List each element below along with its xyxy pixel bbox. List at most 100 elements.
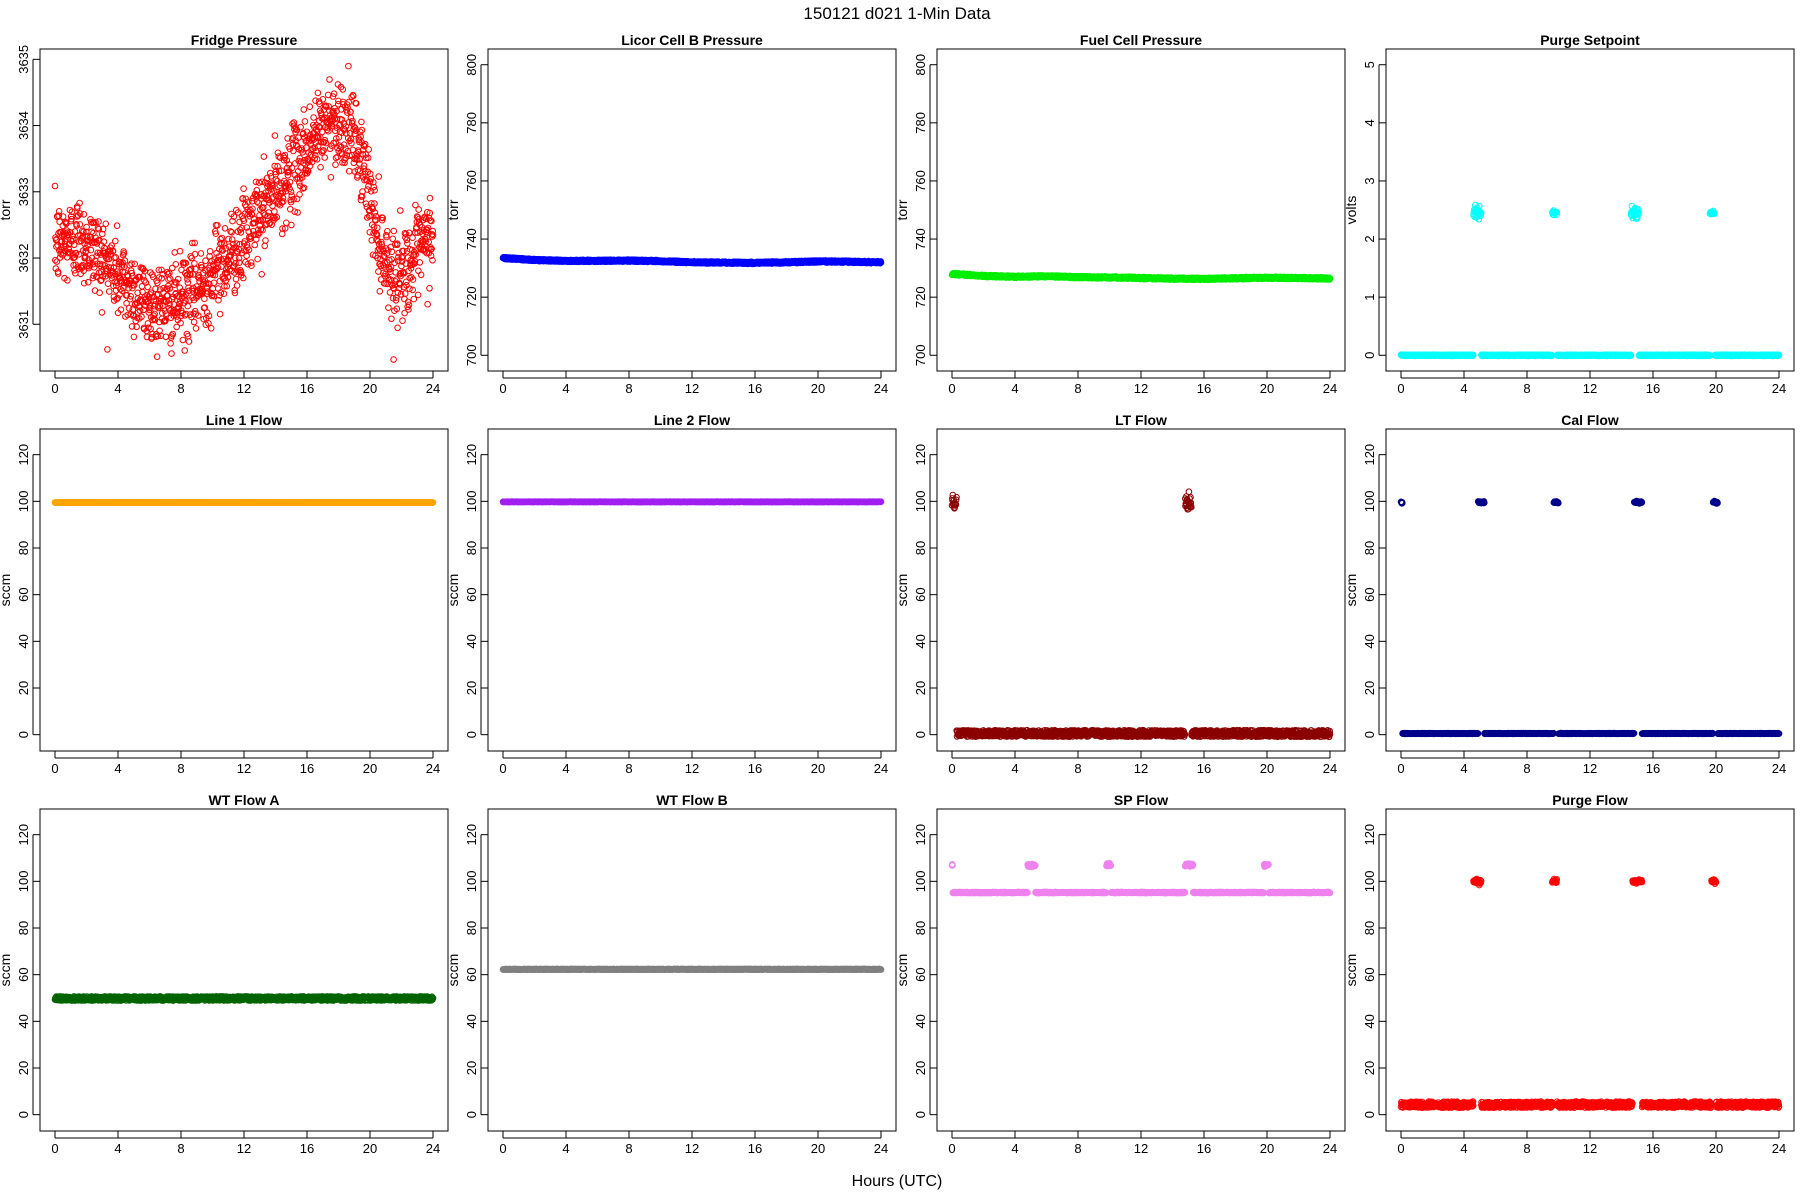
- y-axis-label: volts: [1343, 196, 1359, 225]
- data-point: [346, 63, 352, 69]
- data-point: [215, 286, 221, 292]
- data-point: [366, 147, 372, 153]
- y-tick-label: 3635: [16, 45, 31, 74]
- x-tick-label: 12: [237, 381, 251, 396]
- data-point: [170, 331, 176, 337]
- data-point: [287, 179, 293, 185]
- data-point: [297, 192, 303, 198]
- x-tick-label: 16: [748, 381, 762, 396]
- data-point: [386, 305, 392, 311]
- data-point: [391, 228, 397, 234]
- x-tick-label: 24: [426, 381, 440, 396]
- y-tick-label: 1: [1362, 294, 1377, 301]
- data-point: [359, 119, 365, 125]
- panel-title: Fuel Cell Pressure: [1080, 32, 1202, 48]
- data-point: [172, 250, 178, 256]
- y-axis-label: torr: [445, 199, 461, 220]
- data-point: [113, 238, 119, 244]
- data-point: [262, 243, 268, 249]
- data-point: [315, 90, 321, 96]
- data-point: [222, 226, 228, 232]
- x-tick-label: 8: [177, 381, 184, 396]
- data-point: [105, 281, 111, 287]
- x-tick-label: 20: [363, 381, 377, 396]
- x-tick-label: 20: [1260, 381, 1274, 396]
- panel-title: Fridge Pressure: [191, 32, 298, 48]
- x-tick-label: 12: [1583, 381, 1597, 396]
- data-point: [391, 357, 397, 363]
- data-point: [261, 154, 267, 160]
- y-tick-label: 740: [464, 228, 479, 250]
- page-title: 150121 d021 1-Min Data: [803, 4, 991, 23]
- data-point: [398, 208, 404, 214]
- y-tick-label: 780: [464, 112, 479, 134]
- data-point: [302, 119, 308, 125]
- data-point: [416, 268, 422, 274]
- plot-frame: [488, 49, 896, 371]
- data-point: [415, 292, 421, 298]
- panel-title: Licor Cell B Pressure: [621, 32, 763, 48]
- x-tick-label: 8: [1074, 381, 1081, 396]
- data-point: [189, 255, 195, 261]
- data-point: [405, 241, 411, 247]
- data-point: [390, 236, 396, 242]
- data-point: [168, 341, 174, 347]
- y-tick-label: 760: [464, 170, 479, 192]
- data-point: [131, 334, 137, 340]
- data-point: [234, 283, 240, 289]
- y-tick-label: 3: [1362, 177, 1377, 184]
- data-point: [263, 238, 269, 244]
- data-point: [77, 222, 83, 228]
- y-tick-label: 3632: [16, 244, 31, 273]
- data-point: [154, 354, 160, 360]
- data-point: [385, 229, 391, 235]
- data-point: [173, 262, 179, 268]
- data-point: [289, 222, 295, 228]
- data-point: [333, 162, 339, 168]
- data-point: [259, 272, 265, 278]
- data-points: [52, 63, 436, 362]
- data-point: [400, 318, 406, 324]
- y-tick-label: 5: [1362, 61, 1377, 68]
- y-tick-label: 3633: [16, 177, 31, 206]
- data-points: [1398, 202, 1782, 358]
- data-point: [167, 276, 173, 282]
- data-point: [252, 242, 258, 248]
- data-point: [182, 348, 188, 354]
- data-point: [198, 251, 204, 257]
- x-tick-label: 0: [51, 381, 58, 396]
- data-point: [279, 231, 285, 237]
- data-point: [81, 280, 87, 286]
- data-point: [97, 290, 103, 296]
- y-tick-label: 2: [1362, 235, 1377, 242]
- x-tick-label: 20: [811, 381, 825, 396]
- data-point: [307, 104, 313, 110]
- data-point: [418, 272, 424, 278]
- data-point: [169, 351, 175, 357]
- data-point: [272, 133, 278, 139]
- y-tick-label: 720: [464, 286, 479, 308]
- x-tick-label: 24: [874, 381, 888, 396]
- x-tick-label: 8: [1523, 381, 1530, 396]
- data-point: [186, 339, 192, 345]
- y-tick-label: 3631: [16, 310, 31, 339]
- data-point: [311, 115, 317, 121]
- data-point: [81, 212, 87, 218]
- y-tick-label: 700: [464, 344, 479, 366]
- y-tick-label: 800: [913, 54, 928, 76]
- data-point: [233, 276, 239, 282]
- y-tick-label: 4: [1362, 119, 1377, 126]
- data-point: [103, 221, 109, 227]
- y-tick-label: 700: [913, 344, 928, 366]
- y-axis-label: torr: [894, 199, 910, 220]
- y-tick-label: 0: [1362, 352, 1377, 359]
- panel-title: Purge Setpoint: [1540, 32, 1640, 48]
- x-tick-label: 16: [1646, 381, 1660, 396]
- x-tick-label: 16: [300, 381, 314, 396]
- y-tick-label: 720: [913, 286, 928, 308]
- data-points: [500, 254, 884, 266]
- y-tick-label: 760: [913, 170, 928, 192]
